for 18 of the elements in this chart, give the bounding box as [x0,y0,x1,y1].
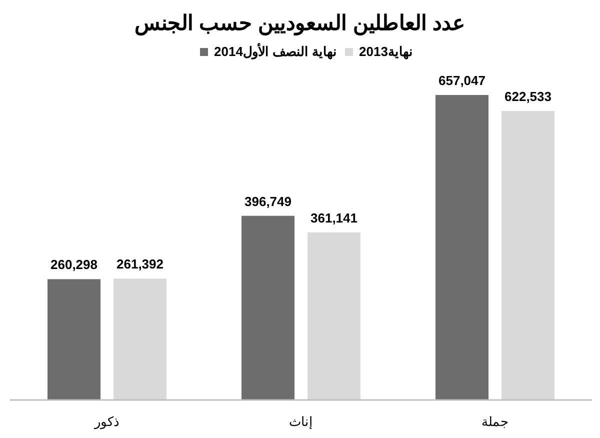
legend-label: 2014نهاية النصف الأول [214,43,338,60]
bar [242,216,294,400]
data-label: 361,141 [310,210,358,226]
bar [114,278,166,400]
bar [502,111,554,400]
data-label: 396,749 [244,194,292,209]
data-label: 261,392 [116,256,164,272]
x-tick-label: ذكور [94,414,120,430]
x-tick-label: إناث [289,414,313,430]
legend-label: 2013نهاية [359,44,413,60]
x-tick-label: جملة [482,414,508,429]
data-label: 622,533 [504,89,552,104]
bar [48,279,100,400]
bar [308,232,360,400]
data-label: 260,298 [50,257,98,272]
data-label: 657,047 [438,73,486,88]
bar [436,95,488,400]
chart-title: عدد العاطلين السعوديين حسب الجنس [134,12,466,36]
